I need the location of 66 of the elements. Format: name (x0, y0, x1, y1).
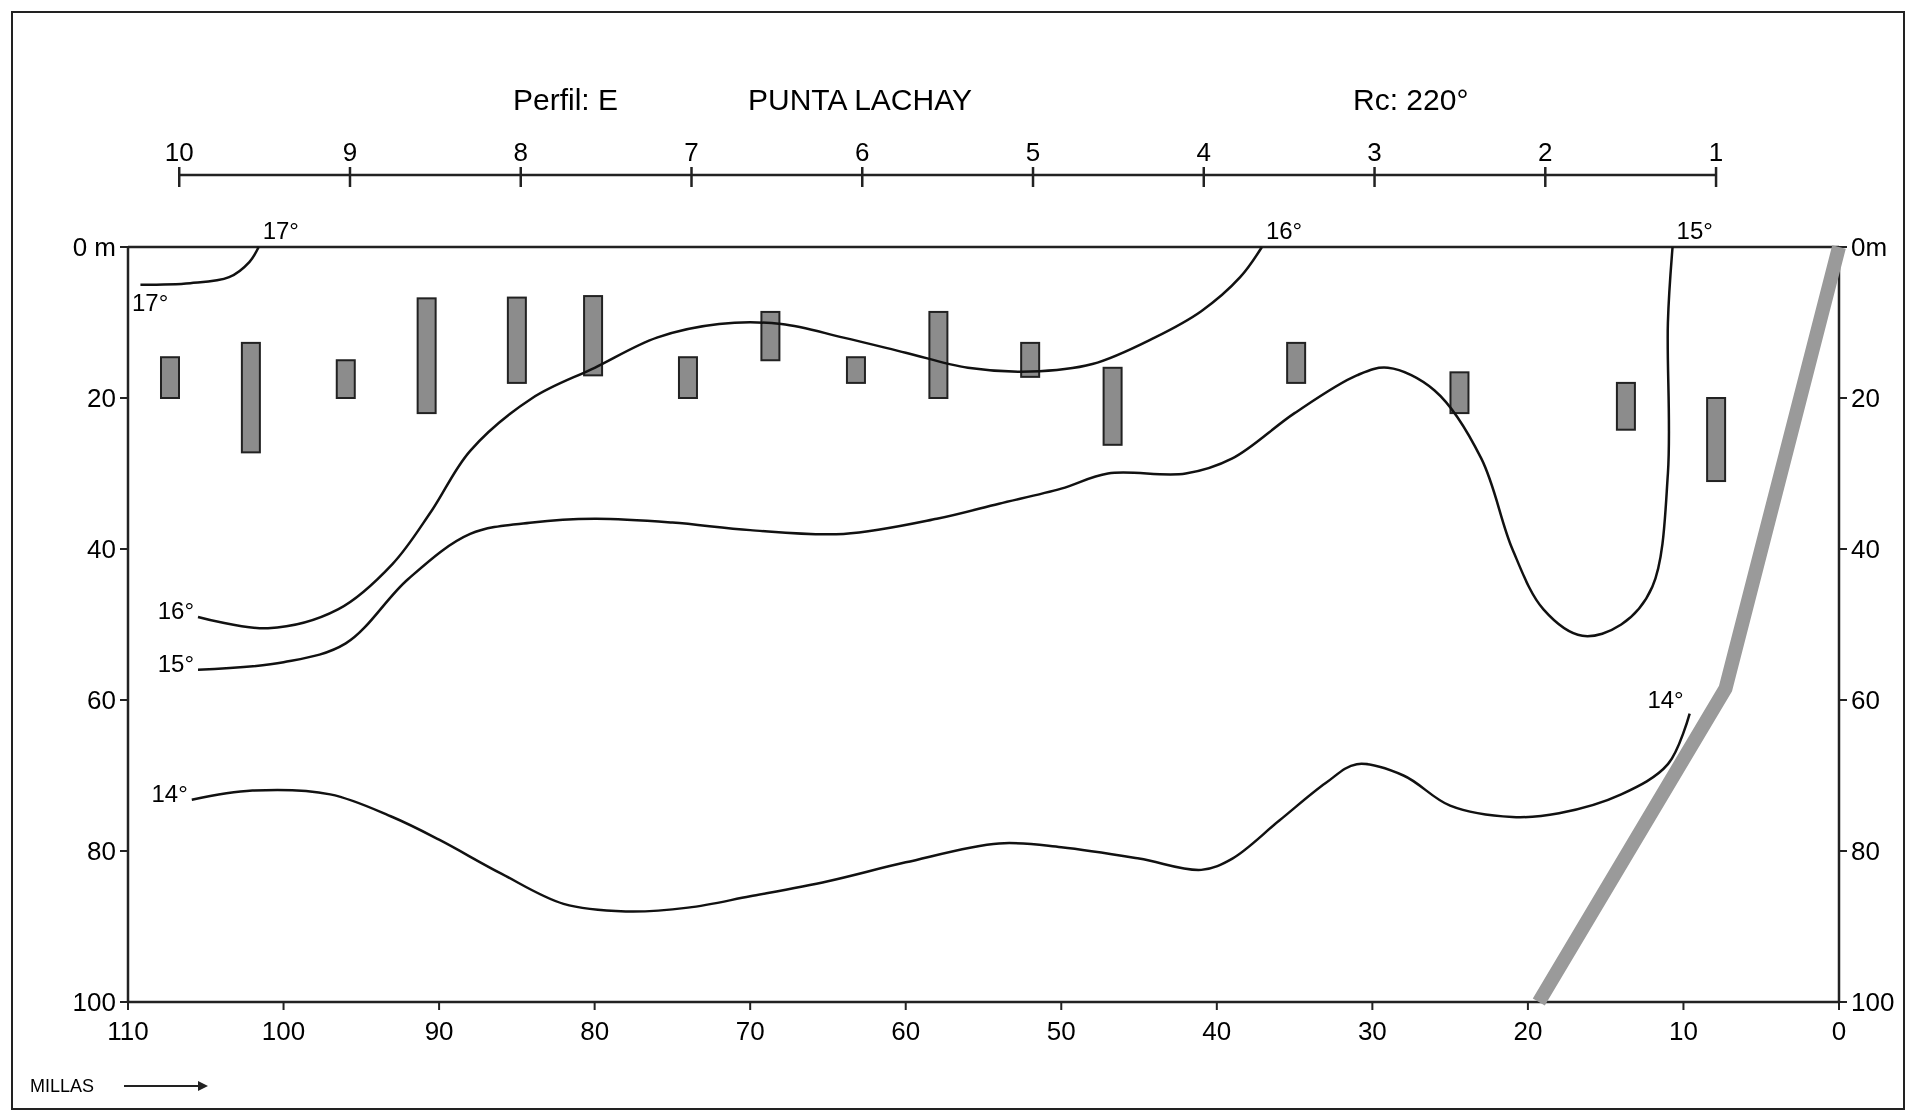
bar (760, 310, 781, 362)
bar (416, 297, 437, 415)
x2-tick-label: 5 (1025, 137, 1041, 167)
series-label: 17° (132, 288, 169, 316)
text: 15° (157, 649, 194, 677)
x2-tick-label: 10 (164, 137, 194, 167)
bar (506, 296, 527, 384)
bar (1020, 341, 1041, 378)
x-axis-title: MILLAS (30, 1076, 95, 1096)
y2-tick-label: 80 (1851, 836, 1880, 866)
x-tick-label: 80 (580, 1016, 610, 1046)
line-series (190, 712, 1691, 913)
x2-tick-label: 2 (1538, 137, 1553, 167)
x-tick-label: 110 (107, 1016, 149, 1046)
y2-tick-label: 60 (1851, 685, 1880, 715)
bar (928, 310, 949, 399)
text: 14° (151, 779, 188, 807)
x2-tick-label: 4 (1196, 137, 1212, 167)
x-tick-label: 70 (735, 1016, 765, 1046)
y-tick-label: 80 (87, 836, 116, 866)
x2-tick-label: 9 (342, 137, 358, 167)
x-tick-label: 0 (1831, 1016, 1847, 1046)
y-tick-label: 60 (87, 685, 116, 715)
y2-tick-label: 100 (1851, 987, 1895, 1017)
bar (1102, 366, 1123, 446)
y-tick-label: 0 m (72, 232, 116, 262)
y-tick-label: 100 (72, 987, 116, 1017)
x2-tick-label: 1 (1708, 137, 1724, 167)
y2-tick-label: 0m (1851, 232, 1888, 262)
x-tick-label: 40 (1202, 1016, 1232, 1046)
x-tick-label: 10 (1668, 1016, 1698, 1046)
series-label: 14° (1647, 685, 1684, 713)
series-label: 16° (1265, 217, 1303, 244)
bar (845, 356, 866, 384)
x2-tick-label: 7 (684, 137, 699, 167)
x-tick-label: 20 (1513, 1016, 1543, 1046)
chart-title: Perfil: E (513, 83, 619, 116)
bar (1449, 371, 1470, 415)
x-tick-label: 30 (1357, 1016, 1387, 1046)
chart-subtitle: PUNTA LACHAY (748, 83, 972, 116)
x2-tick-label: 8 (513, 137, 528, 167)
text: 16° (157, 596, 194, 624)
line-series (139, 245, 260, 286)
line-series (196, 245, 1674, 672)
series-label: 15° (1676, 217, 1713, 244)
text: 17° (262, 217, 299, 244)
x-tick-label: 90 (424, 1016, 454, 1046)
bar (677, 356, 698, 399)
bar (240, 341, 261, 454)
x-tick-label: 50 (1046, 1016, 1076, 1046)
y-tick-label: 40 (87, 534, 116, 564)
y2-tick-label: 20 (1851, 383, 1880, 413)
bar (160, 356, 180, 399)
y2-tick-label: 40 (1851, 534, 1880, 564)
x2-tick-label: 6 (855, 137, 870, 167)
line-series (196, 245, 1264, 630)
bar (1286, 341, 1307, 384)
x-tick-label: 60 (891, 1016, 921, 1046)
bar (335, 359, 356, 399)
text: Rc: 220° (1353, 83, 1469, 116)
x2-tick-label: 3 (1367, 137, 1382, 167)
bar (1706, 397, 1727, 483)
bar (1615, 381, 1636, 431)
x-tick-label: 100 (261, 1016, 306, 1046)
bar (583, 295, 604, 377)
y-tick-label: 20 (87, 383, 116, 413)
